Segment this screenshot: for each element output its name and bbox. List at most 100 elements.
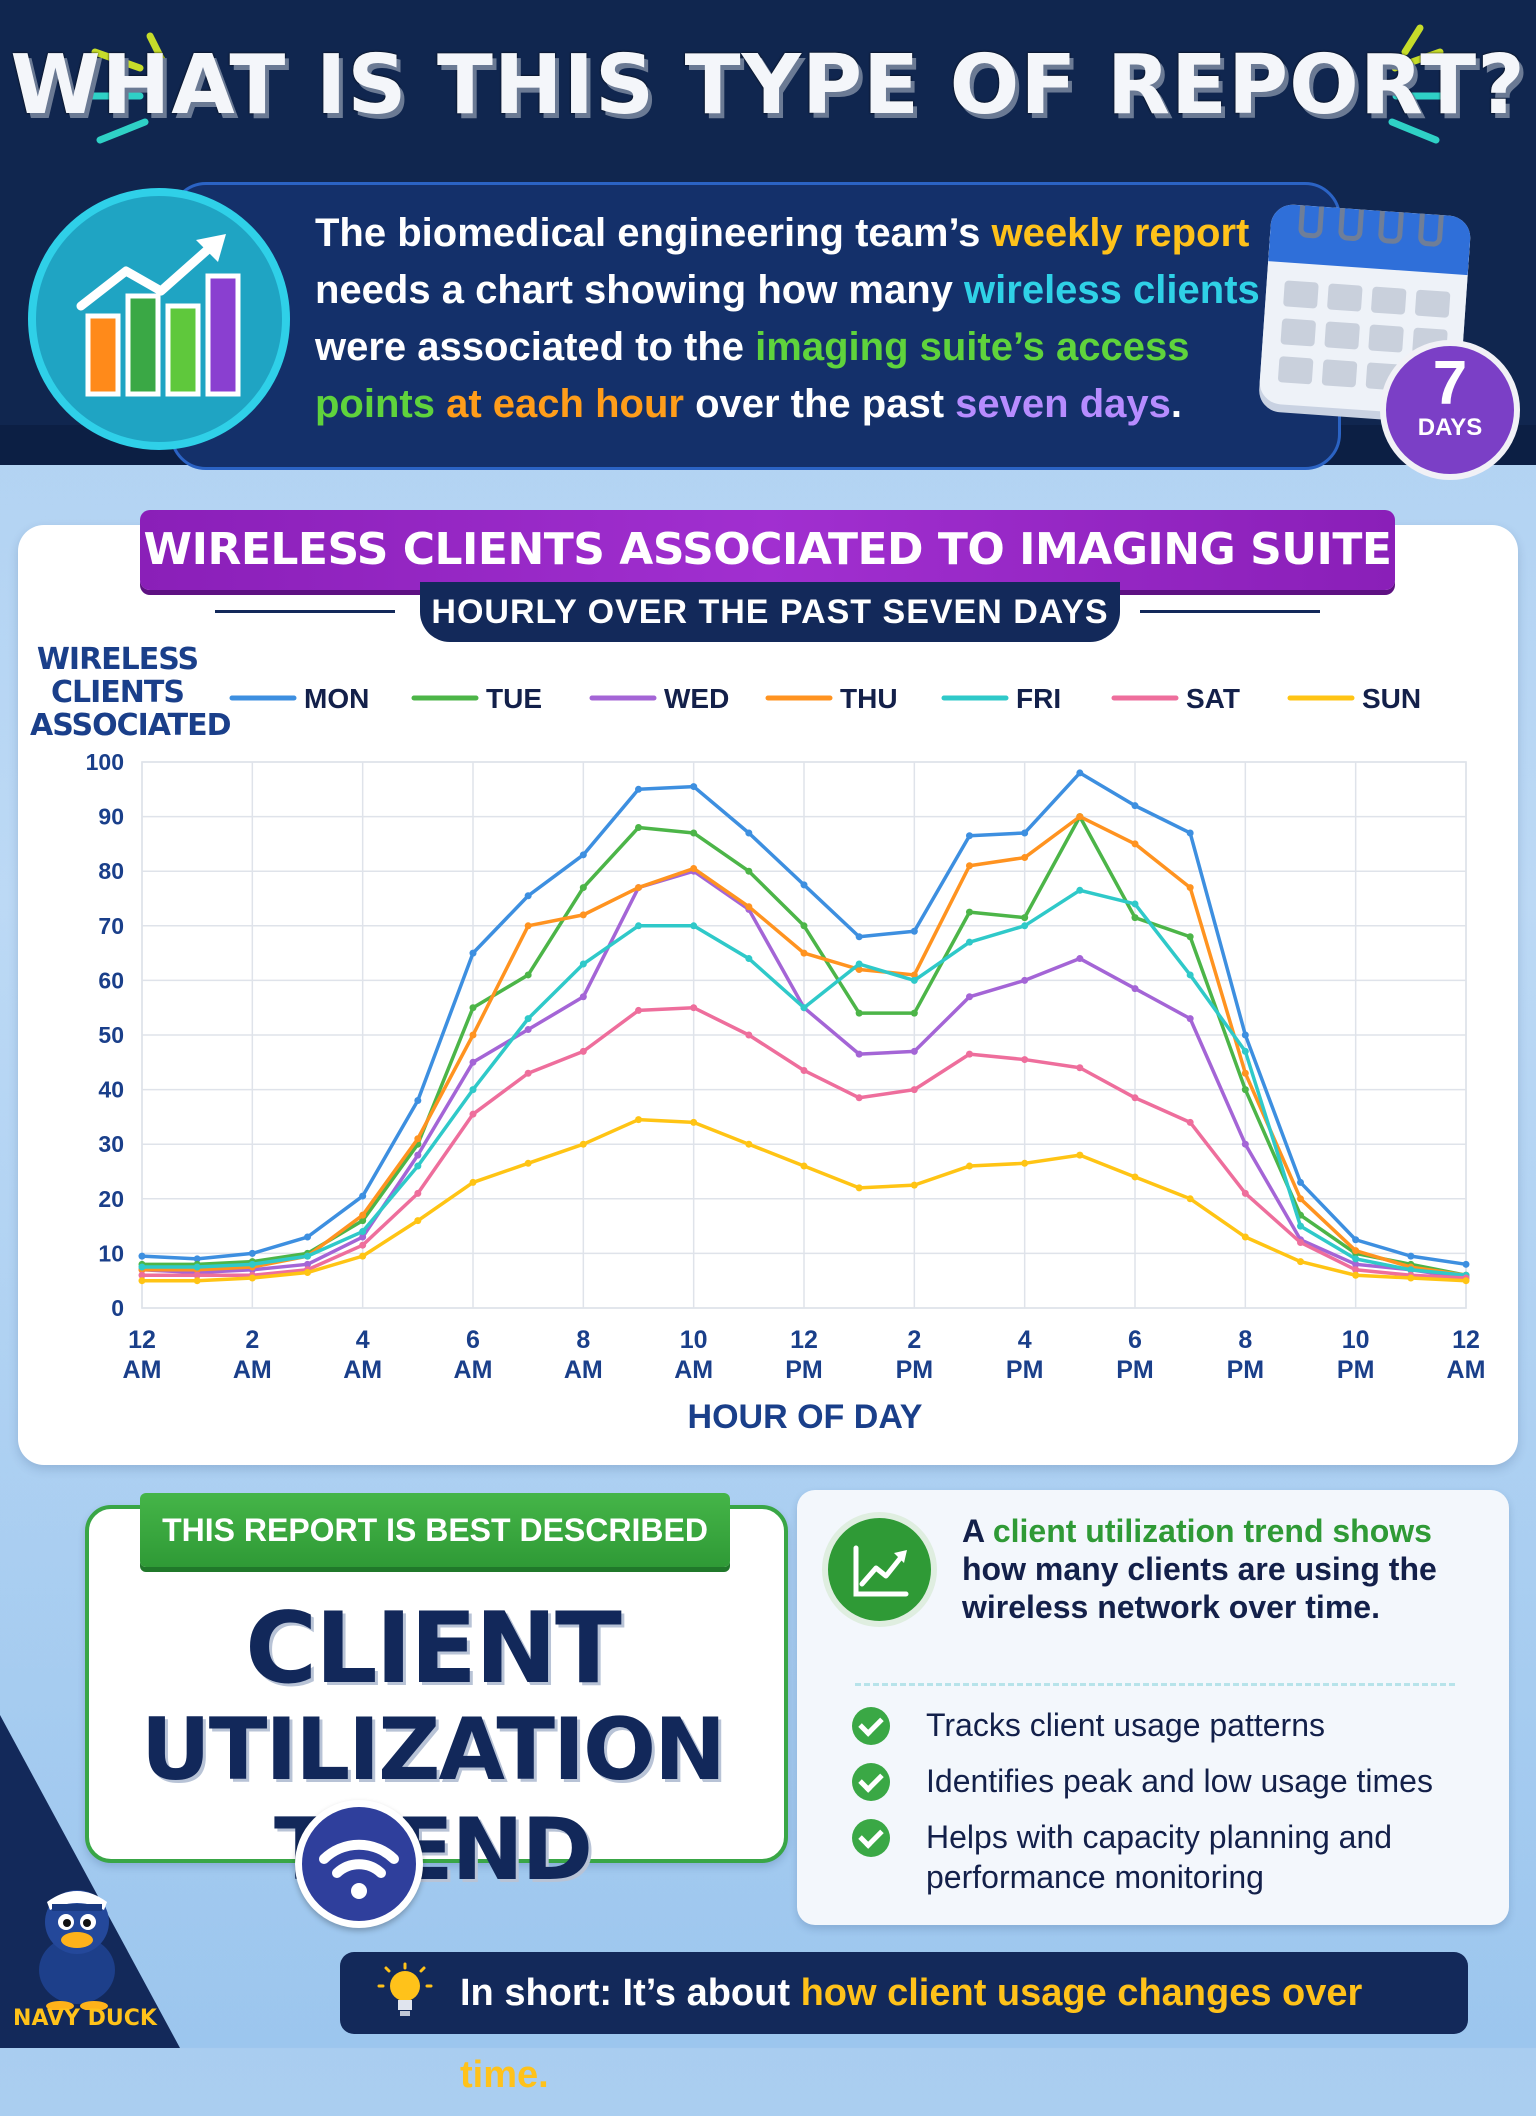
data-point-fri: [745, 955, 753, 963]
x-tick-label: AM: [123, 1356, 162, 1384]
x-tick-label: 2: [245, 1326, 259, 1354]
data-point-mon: [524, 892, 532, 900]
data-point-sat: [579, 1047, 587, 1055]
data-point-wed: [966, 993, 973, 1001]
y-tick-label: 70: [98, 913, 124, 939]
answer-title-line1: CLIENT: [245, 1592, 622, 1706]
data-point-fri: [635, 922, 642, 930]
data-point-sat: [1297, 1238, 1304, 1246]
data-point-sun: [579, 1140, 587, 1148]
data-point-tue: [910, 1009, 918, 1017]
data-point-thu: [524, 922, 532, 930]
subtitle-rule-left: [215, 610, 395, 613]
x-tick-label: PM: [1116, 1356, 1154, 1384]
data-point-sat: [1021, 1056, 1029, 1064]
y-tick-label: 10: [98, 1240, 124, 1266]
data-point-tue: [745, 867, 753, 875]
data-point-sun: [524, 1159, 532, 1167]
data-point-tue: [690, 829, 698, 837]
data-point-sun: [193, 1277, 201, 1285]
x-tick-label: 6: [466, 1326, 480, 1354]
data-point-sat: [855, 1094, 863, 1102]
data-point-wed: [1186, 1015, 1194, 1023]
duck-mascot-icon: [39, 1890, 115, 2010]
line-chart: 010203040506070809010012AM2AM4AM6AM8AM10…: [86, 683, 1486, 1384]
summary-text: In short: It’s about how client usage ch…: [460, 1972, 1363, 2096]
benefit-item: Tracks client usage patterns: [852, 1705, 1502, 1745]
x-tick-label: 8: [1238, 1326, 1252, 1354]
data-point-wed: [524, 1026, 532, 1034]
data-point-sun: [800, 1162, 808, 1170]
data-point-sat: [800, 1066, 808, 1074]
data-point-tue: [800, 922, 808, 930]
data-point-mon: [800, 881, 808, 889]
data-point-sat: [359, 1241, 367, 1249]
data-point-mon: [690, 783, 698, 791]
data-point-tue: [855, 1009, 863, 1017]
data-point-tue: [524, 971, 532, 979]
summary-bar: [340, 1952, 1468, 2034]
data-point-wed: [1241, 1140, 1249, 1148]
data-point-fri: [359, 1228, 367, 1236]
data-point-thu: [855, 965, 863, 973]
x-tick-label: AM: [233, 1356, 272, 1384]
data-point-thu: [359, 1211, 367, 1219]
data-point-sat: [1186, 1118, 1194, 1126]
data-point-fri: [469, 1086, 477, 1094]
data-point-fri: [1407, 1266, 1415, 1274]
data-point-mon: [910, 927, 918, 935]
data-point-sun: [1076, 1151, 1084, 1159]
data-point-thu: [579, 911, 587, 919]
data-point-sat: [910, 1086, 918, 1094]
data-point-sun: [1241, 1233, 1249, 1241]
data-point-fri: [138, 1263, 146, 1271]
data-point-sun: [1186, 1195, 1194, 1203]
data-point-wed: [1076, 955, 1084, 963]
data-point-mon: [1076, 769, 1084, 777]
x-tick-label: 10: [1342, 1326, 1370, 1354]
data-point-mon: [1186, 829, 1194, 837]
data-point-mon: [304, 1233, 311, 1241]
data-point-wed: [359, 1233, 367, 1241]
x-tick-label: 6: [1128, 1326, 1142, 1354]
data-point-mon: [414, 1097, 422, 1105]
x-tick-label: AM: [674, 1356, 713, 1384]
data-point-sat: [524, 1069, 532, 1077]
data-point-sat: [966, 1050, 973, 1058]
data-point-wed: [579, 993, 587, 1001]
data-point-fri: [414, 1162, 422, 1170]
x-tick-label: PM: [1337, 1356, 1375, 1384]
data-point-sat: [1131, 1094, 1139, 1102]
data-point-thu: [966, 862, 973, 870]
data-point-wed: [1131, 985, 1139, 993]
legend-label: FRI: [1016, 683, 1061, 714]
data-point-sat: [469, 1110, 477, 1118]
data-point-mon: [1241, 1031, 1249, 1039]
data-point-fri: [579, 960, 587, 968]
lightbulb-icon: [377, 1962, 433, 2016]
data-point-tue: [579, 884, 587, 892]
data-point-sun: [1462, 1277, 1470, 1285]
answer-title-line2: UTILIZATION TREND: [140, 1700, 726, 1900]
data-point-fri: [855, 960, 863, 968]
data-point-wed: [855, 1050, 863, 1058]
data-point-sun: [248, 1274, 256, 1282]
x-tick-label: AM: [343, 1356, 382, 1384]
x-tick-label: 2: [907, 1326, 921, 1354]
data-point-thu: [1131, 840, 1139, 848]
data-point-fri: [248, 1260, 256, 1268]
data-point-sat: [138, 1271, 146, 1279]
data-point-mon: [579, 851, 587, 859]
data-point-sun: [855, 1184, 863, 1192]
data-point-sat: [635, 1006, 642, 1014]
data-point-thu: [910, 971, 918, 979]
data-point-thu: [1297, 1195, 1304, 1203]
data-point-fri: [1297, 1222, 1304, 1230]
data-point-sun: [1021, 1159, 1029, 1167]
intro-text: The biomedical engineering team’s weekly…: [315, 211, 1260, 426]
y-tick-label: 20: [98, 1186, 124, 1212]
x-tick-label: PM: [896, 1356, 934, 1384]
data-point-mon: [359, 1192, 367, 1200]
data-point-mon: [193, 1255, 201, 1263]
data-point-fri: [966, 938, 973, 946]
